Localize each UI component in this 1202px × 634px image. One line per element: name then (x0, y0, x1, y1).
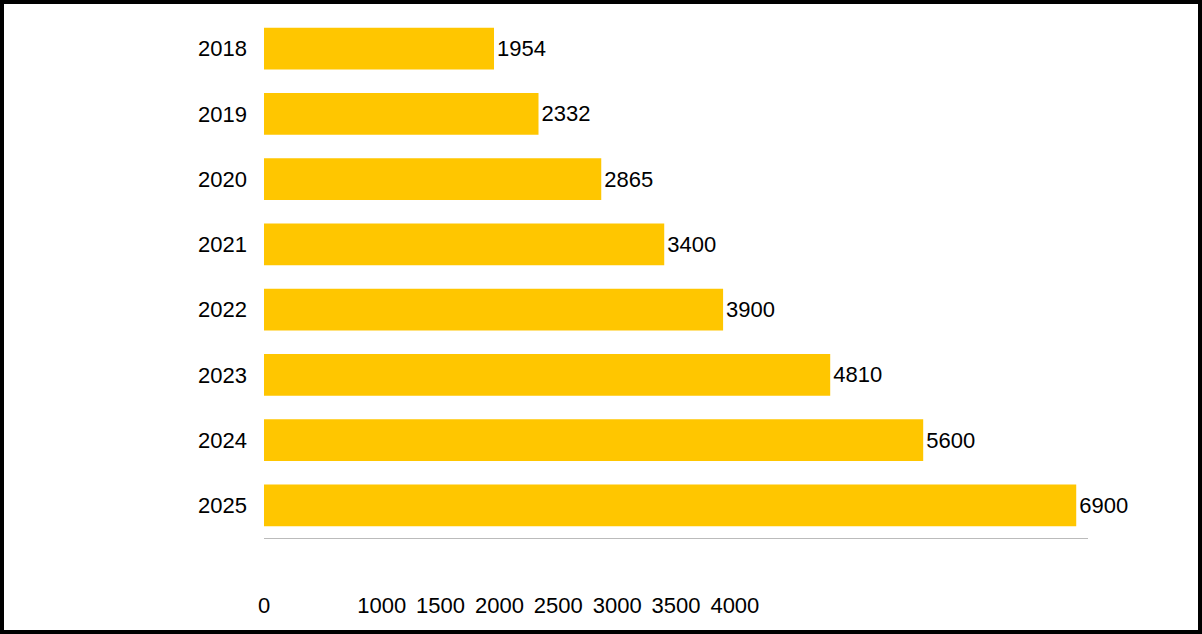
svg-text:2025: 2025 (198, 493, 247, 518)
svg-text:2020: 2020 (198, 167, 247, 192)
svg-text:2500: 2500 (534, 593, 583, 618)
svg-text:1954: 1954 (497, 36, 546, 61)
svg-text:2332: 2332 (542, 101, 591, 126)
svg-text:3500: 3500 (652, 593, 701, 618)
svg-text:2018: 2018 (198, 36, 247, 61)
svg-text:2019: 2019 (198, 102, 247, 127)
svg-text:2021: 2021 (198, 232, 247, 257)
svg-text:2865: 2865 (604, 167, 653, 192)
svg-text:3900: 3900 (726, 297, 775, 322)
svg-text:0: 0 (258, 593, 270, 618)
svg-text:1500: 1500 (416, 593, 465, 618)
svg-text:2022: 2022 (198, 297, 247, 322)
svg-text:4000: 4000 (710, 593, 759, 618)
svg-text:2000: 2000 (475, 593, 524, 618)
svg-text:6900: 6900 (1079, 493, 1128, 518)
svg-text:3000: 3000 (593, 593, 642, 618)
svg-text:3400: 3400 (667, 232, 716, 257)
svg-text:2024: 2024 (198, 428, 247, 453)
svg-text:4810: 4810 (833, 362, 882, 387)
svg-text:1000: 1000 (357, 593, 406, 618)
svg-text:5600: 5600 (926, 428, 975, 453)
svg-text:2023: 2023 (198, 363, 247, 388)
